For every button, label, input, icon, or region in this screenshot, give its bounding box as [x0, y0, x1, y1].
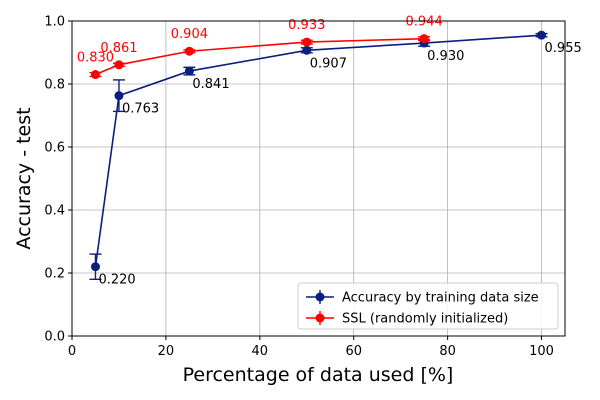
- data-label: 0.933: [288, 18, 325, 33]
- series-0: 0.220 0.763 0.841 0.907 0.930 0.955: [89, 30, 582, 288]
- legend-entry-label: SSL (randomly initialized): [342, 312, 508, 327]
- data-point: [184, 46, 194, 56]
- x-tick-label: 100: [529, 344, 554, 359]
- data-point: [537, 30, 547, 40]
- legend-box: [297, 282, 559, 330]
- legend-entry-label: Accuracy by training data size: [342, 291, 539, 306]
- data-label: 0.220: [98, 273, 135, 288]
- y-tick-label: 0.4: [44, 204, 65, 219]
- y-axis-title: Accuracy - test: [13, 107, 35, 249]
- data-label: 0.830: [77, 51, 114, 66]
- legend-swatch-marker: [315, 313, 325, 323]
- plot-frame: [71, 20, 566, 337]
- data-point: [90, 262, 100, 272]
- x-axis-title: Percentage of data used [%]: [183, 364, 454, 386]
- data-label: 0.930: [427, 49, 464, 64]
- data-point: [419, 34, 429, 44]
- data-label: 0.907: [310, 56, 347, 71]
- y-tick-label: 0.2: [44, 267, 65, 282]
- y-tick-label: 1.0: [44, 15, 65, 30]
- legend: Accuracy by training data size SSL (rando…: [297, 282, 559, 330]
- x-tick-label: 60: [345, 344, 362, 359]
- data-label: 0.904: [171, 27, 208, 42]
- data-point: [184, 66, 194, 76]
- y-tick-label: 0.6: [44, 141, 65, 156]
- data-label: 0.841: [192, 77, 229, 92]
- data-point: [302, 45, 312, 55]
- legend-swatch-marker: [315, 292, 325, 302]
- data-point: [90, 70, 100, 80]
- data-point: [114, 60, 124, 70]
- x-tick-label: 20: [158, 344, 175, 359]
- data-label: 0.763: [122, 102, 159, 117]
- series-line: [94, 34, 542, 267]
- data-point: [302, 37, 312, 47]
- x-tick-label: 80: [439, 344, 456, 359]
- data-label: 0.955: [545, 41, 582, 56]
- data-label: 0.861: [100, 41, 137, 56]
- y-tick-label: 0.8: [44, 78, 65, 93]
- series-layer: 0.220 0.763 0.841 0.907 0.930 0.955 0.8300.861…: [77, 15, 582, 288]
- data-point: [114, 91, 124, 101]
- y-tick-label: 0.0: [44, 330, 65, 345]
- x-tick-label: 0: [68, 344, 76, 359]
- data-label: 0.944: [406, 15, 443, 30]
- x-tick-label: 40: [252, 344, 269, 359]
- axis-ticks: 0 20 40 60 80 100 0.0 0.2 0.4 0.6 0.8 1.0: [44, 15, 554, 360]
